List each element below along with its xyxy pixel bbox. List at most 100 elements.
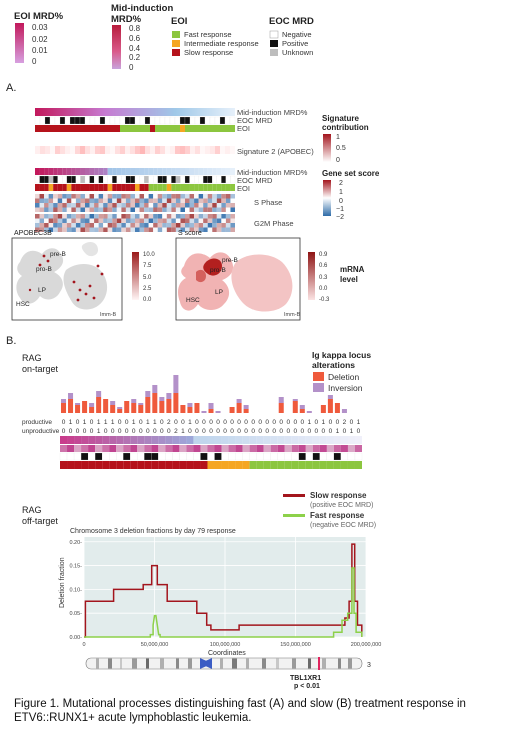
legend-eoc-mrd: EOC MRD Negative Positive Unknown [269, 16, 314, 57]
bar-deletion [173, 393, 179, 413]
productive-count: 1 [97, 419, 101, 426]
heatmap-cell [139, 175, 145, 184]
heatmap-cell [162, 168, 167, 175]
umap-right-tick: 0.9 [319, 252, 328, 258]
heatmap-cell [203, 214, 208, 219]
row-label-productive: productive [22, 419, 52, 426]
heatmap-cell [121, 198, 126, 203]
legend-mid-mrd-tick: 0 [129, 63, 134, 72]
heatmap-cell [35, 207, 40, 212]
heatmap-cell [155, 146, 160, 154]
heatmap-cell [326, 445, 334, 452]
chart-xticks: 0 50,000,000 100,000,000 150,000,000 200,000… [82, 642, 381, 648]
heatmap-cell [160, 125, 165, 132]
heatmap-cell [158, 445, 166, 452]
legend-ig-label: Inversion [328, 383, 363, 393]
umap-left-label: LP [38, 287, 46, 294]
heatmap-cell [85, 194, 90, 199]
heatmap-cell [180, 218, 185, 223]
heatmap-cell [221, 436, 229, 444]
heatmap-cell [107, 194, 113, 199]
heatmap-cell [71, 194, 76, 199]
heatmap-cell [53, 223, 58, 228]
row-eoc-mrd [34, 116, 236, 125]
ideogram-band [132, 658, 137, 669]
unproductive-count: 0 [357, 428, 361, 435]
bar-deletion [117, 409, 123, 413]
productive-count: 0 [336, 419, 340, 426]
heatmap-cell [124, 116, 131, 125]
umap-left-cluster [16, 248, 64, 304]
ideogram-band [262, 658, 266, 669]
heatmap-cell [159, 116, 166, 125]
heatmap-cell [157, 203, 163, 208]
heatmap-cell [39, 227, 45, 232]
heatmap-cell [230, 207, 235, 212]
heatmap-cell [148, 218, 154, 223]
legend-signature-title-line2: contribution [322, 123, 369, 132]
productive-count: 0 [300, 419, 304, 426]
heatmap-cell [130, 175, 136, 184]
heatmap-cell [284, 452, 292, 461]
heatmap-cell [225, 194, 231, 199]
heatmap-cell [194, 214, 199, 219]
heatmap-cell [212, 194, 217, 199]
bar-inversion [187, 403, 193, 407]
heatmap-cell [212, 184, 217, 191]
heatmap-cell [75, 125, 80, 132]
heatmap-cell [216, 194, 222, 199]
heatmap-cell [107, 168, 113, 175]
productive-count: 0 [125, 419, 129, 426]
heatmap-cell [135, 223, 140, 228]
line-legend-label: Fast response [310, 511, 365, 520]
heatmap-cell [44, 218, 49, 223]
heatmap-cell [139, 223, 145, 228]
heatmap-cell [81, 436, 89, 444]
umap-left-label: pre-B [50, 251, 66, 258]
heatmap-cell [249, 452, 257, 461]
heatmap-cell [242, 445, 250, 452]
heatmap-cell [85, 146, 90, 154]
heatmap-cell [185, 218, 190, 223]
heatmap-cell [151, 445, 159, 452]
heatmap-cell [75, 175, 81, 184]
heatmap-cell [134, 175, 140, 184]
legend-eoi-mrd-tick: 0.01 [32, 46, 48, 55]
heatmap-cell [130, 214, 135, 219]
heatmap-cell [214, 452, 222, 461]
heatmap-cell [39, 116, 46, 125]
heatmap-cell [53, 207, 58, 212]
heatmap-cell [157, 175, 163, 184]
heatmap-cell [225, 227, 231, 232]
bar-deletion [278, 403, 284, 413]
heatmap-cell [53, 203, 58, 208]
productive-count: 1 [104, 419, 108, 426]
heatmap-cell [55, 146, 60, 154]
heatmap-cell [89, 227, 95, 232]
heatmap-cell [125, 203, 131, 208]
heatmap-cell [145, 146, 150, 154]
heatmap-cell [57, 218, 63, 223]
heatmap-cell [80, 203, 85, 208]
heatmap-cell [40, 146, 45, 154]
heatmap-cell [194, 116, 201, 125]
unproductive-count: 0 [279, 428, 283, 435]
bar-deletion [187, 407, 193, 413]
ideogram-body [85, 657, 363, 670]
heatmap-cell [88, 461, 96, 469]
ideogram-band [232, 658, 237, 669]
heatmap-cell [144, 116, 151, 125]
umap-left-tick: 10.0 [143, 252, 155, 258]
heatmap-cell [66, 175, 72, 184]
heatmap-cell [80, 184, 85, 191]
heatmap-cell [190, 146, 195, 154]
heatmap-cell [135, 214, 140, 219]
heatmap-cell [121, 214, 126, 219]
heatmap-cell [151, 461, 159, 469]
productive-count: 0 [315, 419, 319, 426]
heatmap-cell [98, 198, 104, 203]
legend-ig-title-line2: alterations [312, 360, 355, 370]
bar-inversion [159, 397, 165, 401]
heatmap-cell [139, 203, 145, 208]
heatmap-cell [116, 184, 122, 191]
